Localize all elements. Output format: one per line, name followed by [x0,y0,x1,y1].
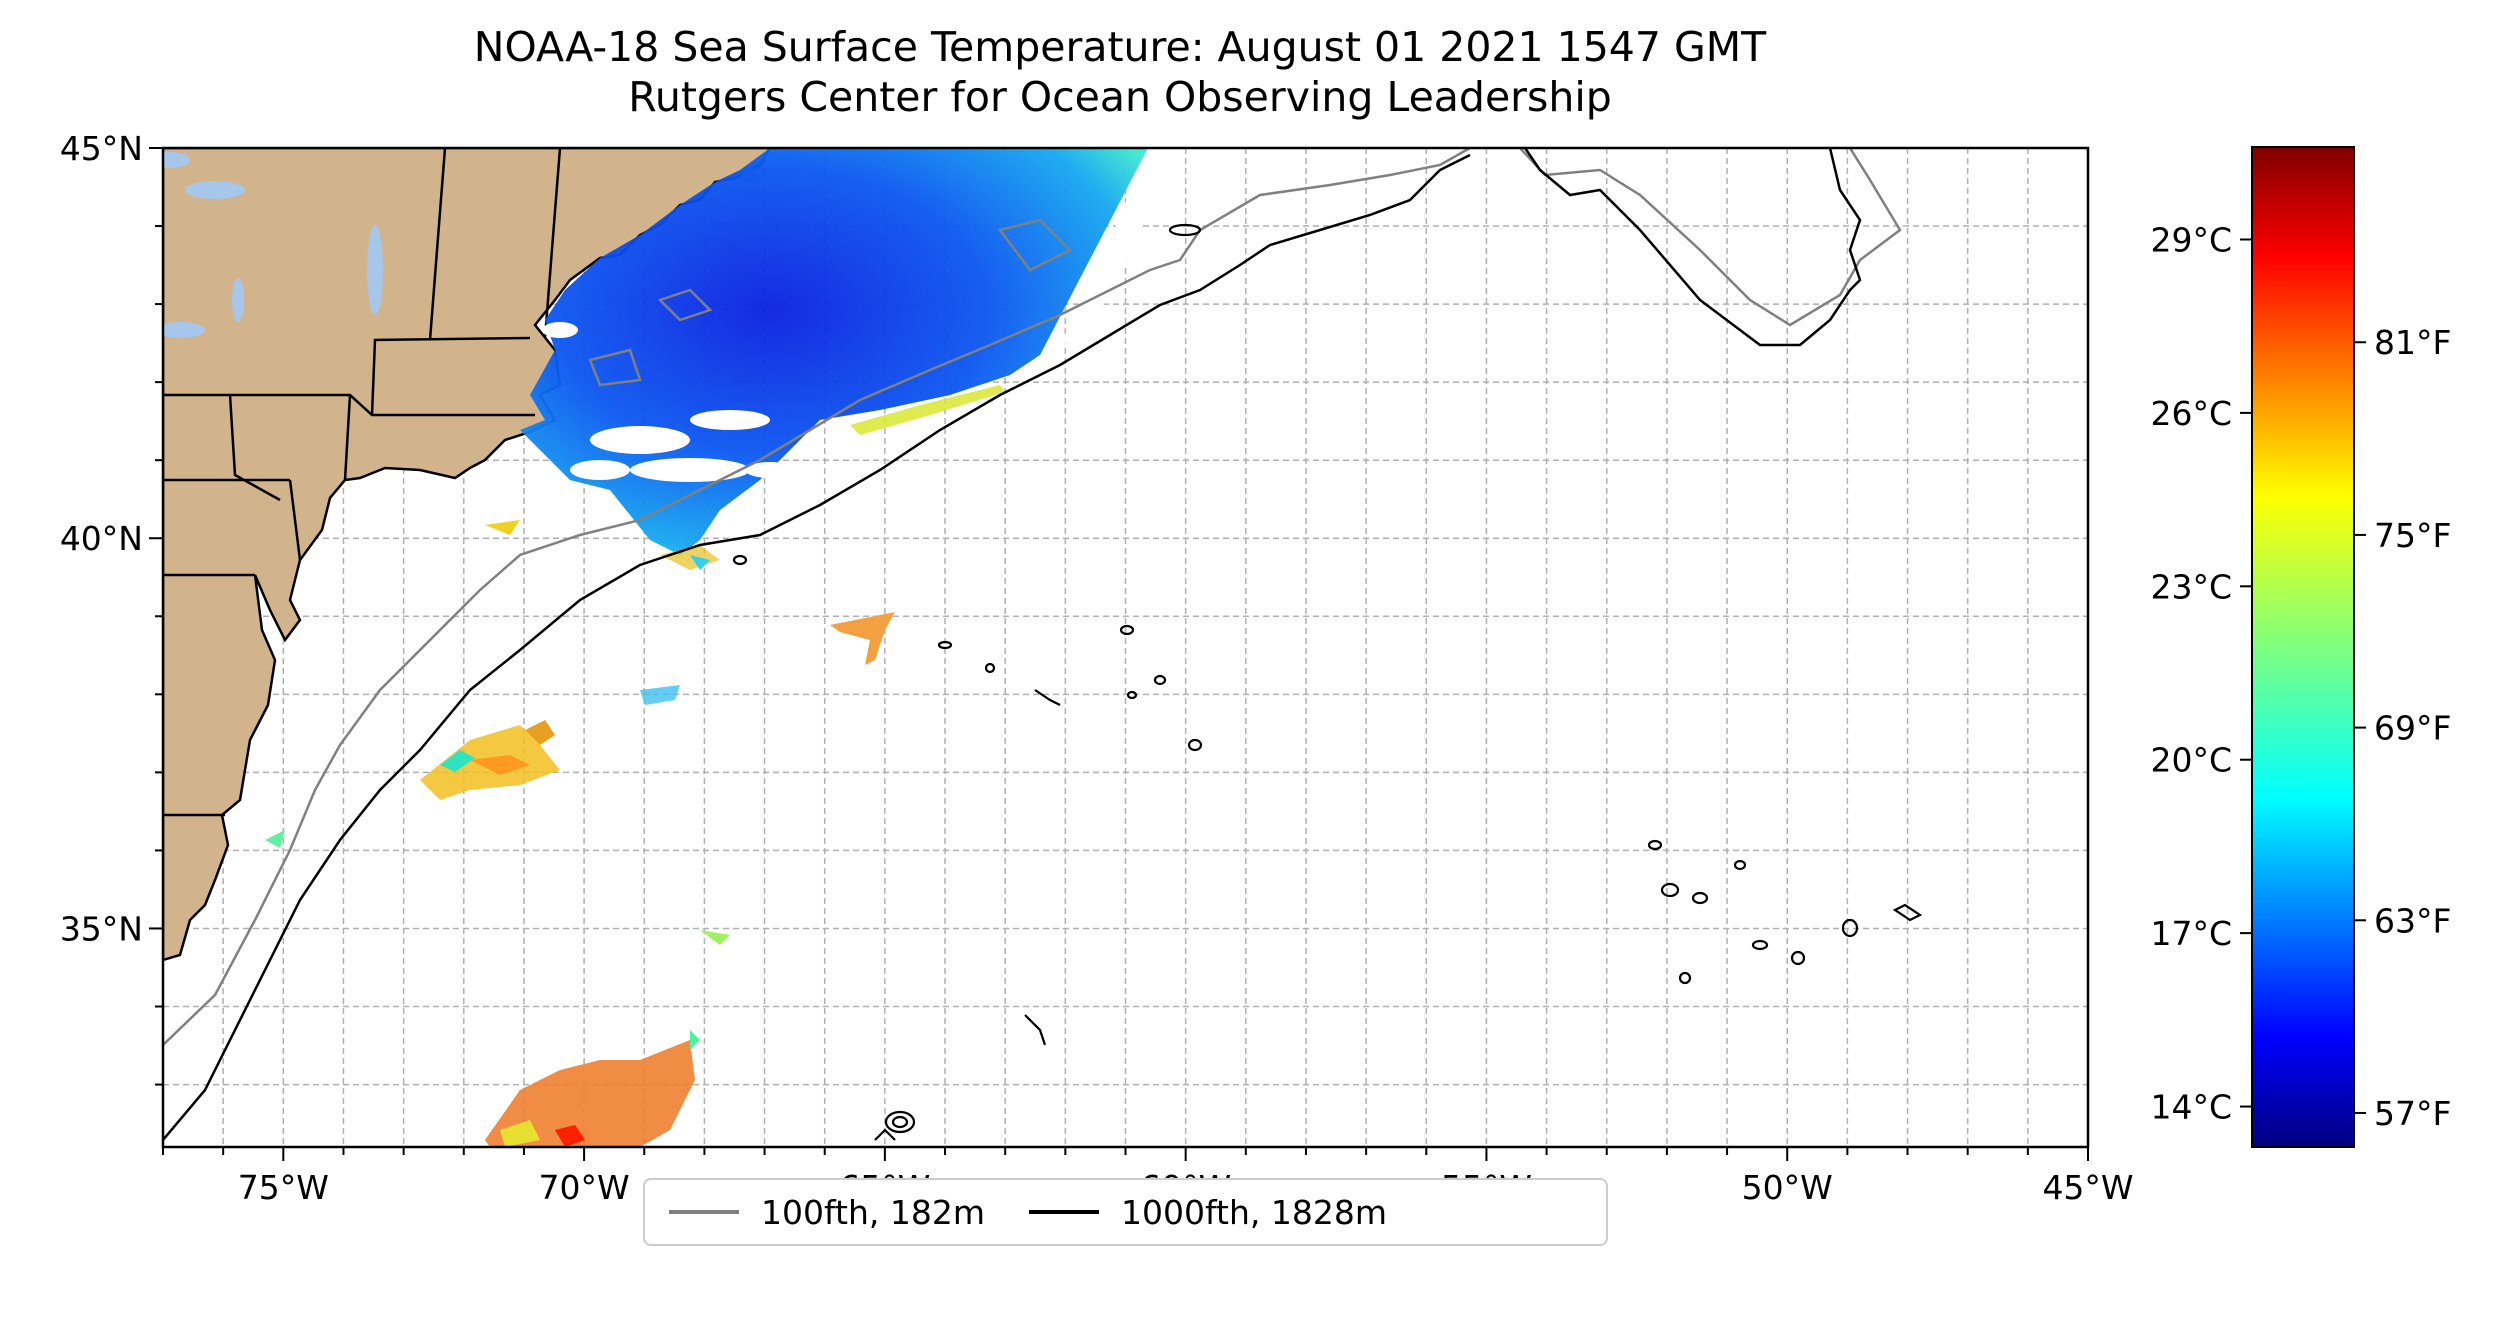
fahrenheit-tick-label: 75°F [2374,516,2451,555]
legend-line-gray [669,1210,739,1214]
legend-label-100fth: 100fth, 182m [761,1192,985,1232]
celsius-tick-label: 17°C [2150,914,2232,953]
legend-line-black [1029,1210,1099,1214]
celsius-tick-label: 29°C [2150,220,2232,259]
lon-tick-label: 75°W [238,1168,329,1207]
gridlines [163,148,2088,1147]
fahrenheit-tick-label: 57°F [2374,1094,2451,1133]
lon-tick-label: 50°W [1742,1168,1833,1207]
fahrenheit-tick-label: 63°F [2374,901,2451,940]
fahrenheit-tick-label: 81°F [2374,323,2451,362]
title-line-1: NOAA-18 Sea Surface Temperature: August … [473,23,1767,71]
celsius-tick-label: 23°C [2150,567,2232,606]
celsius-tick-label: 20°C [2150,741,2232,780]
contour-100fth [163,148,1902,1046]
legend-label-1000fth: 1000fth, 1828m [1121,1192,1387,1232]
lat-tick-label: 35°N [60,909,143,948]
legend-item-1000fth: 1000fth, 1828m [1029,1193,1387,1232]
sst-swath [520,148,1148,555]
latitude-axis: 35°N 40°N 45°N [60,129,163,1086]
map-title: NOAA-18 Sea Surface Temperature: August … [160,22,2080,122]
title-line-2: Rutgers Center for Ocean Observing Leade… [628,73,1612,121]
legend: 100fth, 182m 1000fth, 1828m [643,1178,1608,1246]
celsius-tick-label: 14°C [2150,1088,2232,1127]
lat-tick-label: 40°N [60,519,143,558]
sst-patches [265,520,895,1147]
celsius-tick-label: 26°C [2150,394,2232,433]
colorbar-celsius-axis: 14°C 17°C 20°C 23°C 26°C 29°C [2150,220,2252,1127]
fahrenheit-tick-label: 69°F [2374,709,2451,748]
seamounts [732,223,1923,1141]
colorbar-fahrenheit-axis: 57°F 63°F 69°F 75°F 81°F [2354,323,2451,1133]
lat-tick-label: 45°N [60,129,143,168]
colorbar [2251,146,2355,1148]
cloud-gaps [542,148,1150,482]
sst-warm-edge [850,385,1005,435]
contour-1000fth [163,148,1862,1141]
state-borders [163,148,562,817]
lon-tick-label: 45°W [2042,1168,2133,1207]
lon-tick-label: 70°W [539,1168,630,1207]
legend-item-100fth: 100fth, 182m [669,1193,985,1232]
